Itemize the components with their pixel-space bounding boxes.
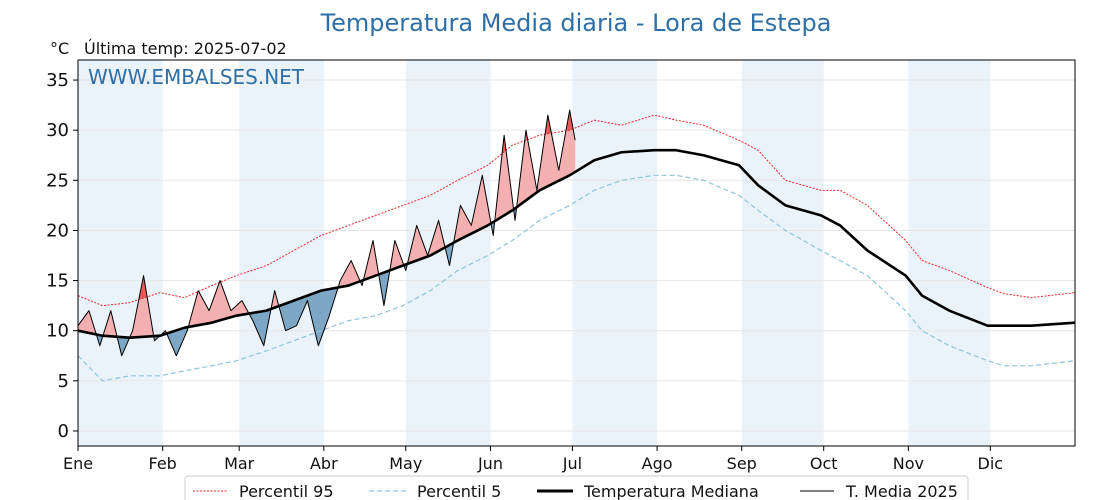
y-tick-label: 20 [46, 220, 69, 241]
x-tick-label: Dic [978, 454, 1004, 473]
x-tick-label: Jun [477, 454, 503, 473]
x-tick-label: Nov [893, 454, 924, 473]
y-axis-ticks: 0 5 10 15 20 25 30 35 [46, 70, 78, 442]
x-tick-label: Mar [224, 454, 255, 473]
y-tick-label: 5 [58, 371, 69, 392]
legend-box [184, 475, 969, 500]
above-p95-fill [502, 135, 506, 154]
y-tick-label: 25 [46, 170, 69, 191]
x-tick-label: May [389, 454, 422, 473]
legend-label-current: T. Media 2025 [845, 482, 958, 500]
last-temp-label: Última temp: 2025-07-02 [84, 39, 287, 58]
watermark: WWW.EMBALSES.NET [88, 65, 305, 89]
anomaly-fills [78, 110, 576, 356]
series-line-p95 [77, 114, 1076, 307]
x-tick-label: Feb [149, 454, 177, 473]
y-unit-label: °C [50, 39, 69, 58]
above-median-fill [517, 110, 576, 207]
above-median-fill [363, 240, 380, 281]
x-axis-month-ticks: Ene Feb Mar Abr May Jun Jul Ago Sep Oct Nov Dic [63, 446, 1003, 473]
month-band [572, 60, 658, 446]
legend: Percentil 95 Percentil 5 Temperatura Med… [184, 475, 969, 500]
x-tick-label: Abr [310, 454, 338, 473]
x-tick-label: Jul [562, 454, 582, 473]
month-band [908, 60, 991, 446]
series-line-p5 [77, 174, 1076, 382]
month-band [78, 60, 163, 446]
x-tick-label: Oct [810, 454, 838, 473]
month-band [239, 60, 324, 446]
above-p95-fill [566, 110, 573, 131]
y-tick-label: 30 [46, 120, 69, 141]
above-median-fill [78, 310, 98, 335]
above-median-fill [454, 175, 492, 242]
x-tick-label: Ago [642, 454, 673, 473]
series-line-median [77, 148, 1076, 340]
month-bands [78, 60, 991, 446]
series-line-current [77, 109, 576, 357]
above-p95-fill [139, 275, 147, 300]
legend-label-median: Temperatura Mediana [583, 482, 759, 500]
x-tick-label: Sep [727, 454, 757, 473]
month-band [741, 60, 824, 446]
below-median-fill [166, 326, 189, 356]
above-median-fill [103, 310, 118, 337]
below-median-fill [280, 287, 339, 346]
series-lines [77, 109, 1076, 382]
legend-label-p5: Percentil 5 [417, 482, 501, 500]
legend-label-p95: Percentil 95 [239, 482, 334, 500]
y-tick-label: 0 [58, 421, 69, 442]
chart-title: Temperatura Media diaria - Lora de Estep… [320, 9, 832, 37]
above-median-fill [129, 275, 155, 338]
above-median-fill [408, 220, 446, 264]
y-tick-label: 35 [46, 70, 69, 91]
below-median-fill [250, 308, 272, 346]
above-p95-fill [545, 115, 551, 135]
y-tick-label: 15 [46, 271, 69, 292]
above-median-fill [495, 135, 514, 221]
x-tick-label: Ene [63, 454, 93, 473]
above-median-fill [390, 240, 405, 271]
y-tick-label: 10 [46, 321, 69, 342]
plot-frame [77, 59, 1076, 447]
above-median-fill [338, 260, 361, 288]
